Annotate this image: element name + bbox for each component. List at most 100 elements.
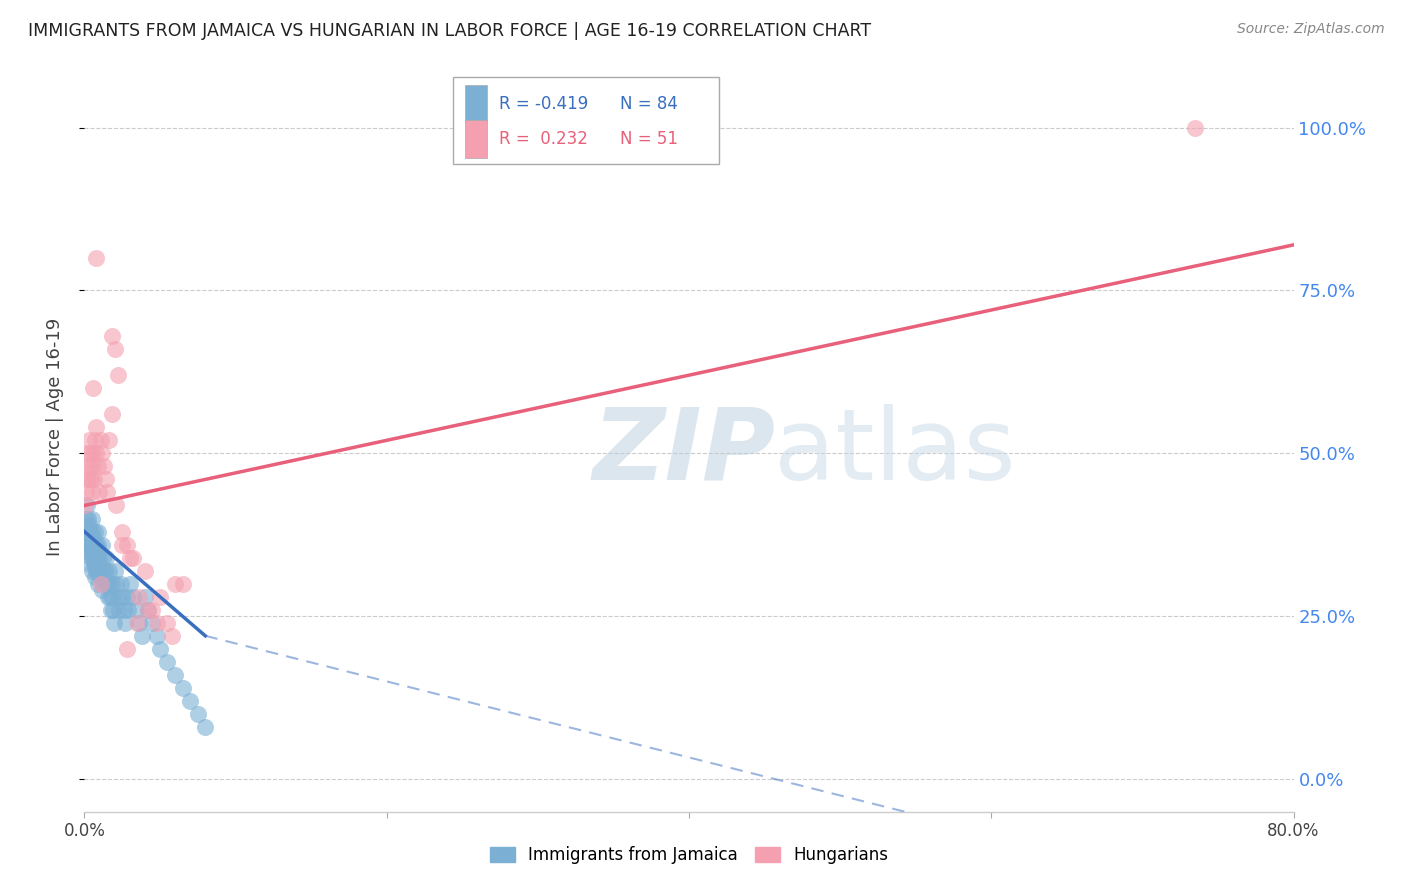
FancyBboxPatch shape xyxy=(465,120,486,158)
Point xyxy=(84,550,107,565)
Point xyxy=(86,550,108,565)
Point xyxy=(110,576,132,591)
Point xyxy=(100,407,122,421)
Point xyxy=(136,603,159,617)
FancyBboxPatch shape xyxy=(453,78,720,163)
Text: N = 51: N = 51 xyxy=(620,130,678,148)
Point xyxy=(105,499,128,513)
Point xyxy=(165,668,187,682)
Point xyxy=(100,603,122,617)
Point xyxy=(156,615,179,630)
Point xyxy=(87,524,110,539)
Point xyxy=(104,564,127,578)
Point xyxy=(111,524,134,539)
Point xyxy=(75,485,97,500)
Point xyxy=(76,472,98,486)
Point xyxy=(118,576,141,591)
Point xyxy=(86,251,108,265)
Text: ZIP: ZIP xyxy=(592,403,775,500)
Point xyxy=(111,538,134,552)
Point xyxy=(156,655,179,669)
Point xyxy=(187,706,209,721)
Point xyxy=(107,590,129,604)
Point xyxy=(89,485,111,500)
Text: atlas: atlas xyxy=(773,403,1015,500)
Point xyxy=(194,720,217,734)
Point xyxy=(97,590,120,604)
Point xyxy=(79,557,101,571)
Point xyxy=(90,576,112,591)
Point xyxy=(112,603,135,617)
Point xyxy=(86,564,108,578)
Point xyxy=(90,583,112,598)
Point xyxy=(105,576,128,591)
Point xyxy=(86,576,108,591)
Point xyxy=(128,615,150,630)
Point xyxy=(1184,120,1206,135)
Point xyxy=(172,681,194,695)
Point xyxy=(87,538,110,552)
Point xyxy=(77,524,100,539)
Point xyxy=(82,531,104,545)
Point xyxy=(118,550,141,565)
Point xyxy=(77,518,100,533)
Point xyxy=(98,576,121,591)
Point xyxy=(77,531,100,545)
Point xyxy=(79,446,101,460)
Point xyxy=(82,446,104,460)
Point xyxy=(77,446,100,460)
Point xyxy=(96,485,118,500)
Point xyxy=(79,524,101,539)
Point xyxy=(146,615,169,630)
Legend: Immigrants from Jamaica, Hungarians: Immigrants from Jamaica, Hungarians xyxy=(484,839,894,871)
Point xyxy=(82,538,104,552)
Point xyxy=(87,550,110,565)
Point xyxy=(93,459,115,474)
Point xyxy=(89,544,111,558)
Point xyxy=(94,550,117,565)
Point xyxy=(89,564,111,578)
Point xyxy=(83,544,105,558)
Point xyxy=(128,590,150,604)
Point xyxy=(115,590,138,604)
Point xyxy=(83,557,105,571)
Point xyxy=(91,446,114,460)
Point xyxy=(82,459,104,474)
Point xyxy=(131,629,153,643)
Point xyxy=(97,564,120,578)
Point xyxy=(91,538,114,552)
Point xyxy=(91,550,114,565)
Point xyxy=(83,472,105,486)
Point xyxy=(79,544,101,558)
Point xyxy=(83,570,105,584)
Point xyxy=(75,524,97,539)
FancyBboxPatch shape xyxy=(465,85,486,122)
Point xyxy=(96,564,118,578)
Point xyxy=(172,576,194,591)
Point xyxy=(77,434,100,448)
Point xyxy=(82,381,104,395)
Point xyxy=(97,434,120,448)
Point xyxy=(79,459,101,474)
Point xyxy=(87,459,110,474)
Point xyxy=(90,434,112,448)
Point xyxy=(125,603,148,617)
Point xyxy=(80,472,103,486)
Point xyxy=(80,564,103,578)
Point xyxy=(121,550,143,565)
Point xyxy=(84,434,107,448)
Point xyxy=(86,446,108,460)
Text: N = 84: N = 84 xyxy=(620,95,678,112)
Point xyxy=(76,524,98,539)
Point xyxy=(136,603,159,617)
Point xyxy=(146,629,169,643)
Point xyxy=(75,499,97,513)
Point xyxy=(121,590,143,604)
Text: IMMIGRANTS FROM JAMAICA VS HUNGARIAN IN LABOR FORCE | AGE 16-19 CORRELATION CHAR: IMMIGRANTS FROM JAMAICA VS HUNGARIAN IN … xyxy=(28,22,872,40)
Point xyxy=(108,603,131,617)
Point xyxy=(98,590,121,604)
Point xyxy=(141,603,163,617)
Point xyxy=(82,524,104,539)
Point xyxy=(149,590,172,604)
Point xyxy=(165,576,187,591)
